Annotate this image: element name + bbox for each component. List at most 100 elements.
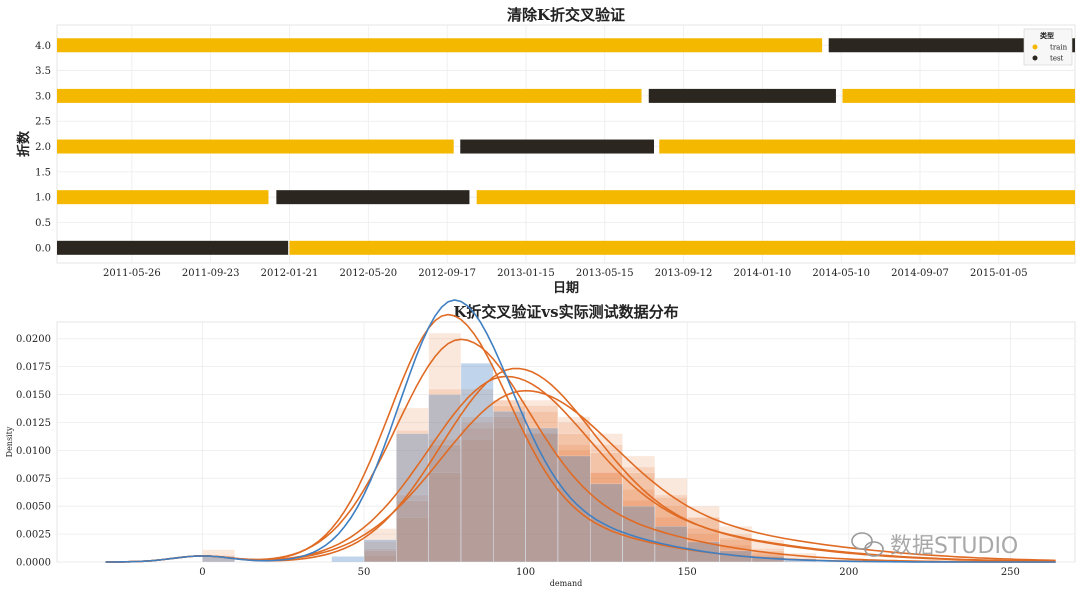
hist-bar [525,427,559,563]
hist-bar [493,399,526,563]
hist-bar [428,444,462,563]
bottom-y-ticks: 0.0000 0.0025 0.0050 0.0075 0.0100 0.0125 0.01… [16,334,51,568]
fold-3-train-segment [57,88,642,103]
hist-bar [396,500,429,563]
hist-bar [493,416,526,563]
fold-0-test-segment [57,240,289,255]
hist-bar [686,528,720,563]
hist-bar [396,494,429,563]
hist-bar [460,363,494,563]
wechat-icon [851,532,884,557]
fold-1-train-segment [476,190,1075,205]
hist-bar [331,556,365,563]
distribution-chart: K折交叉验证vs实际测试数据分布 0.0000 0.0025 0.0050 0.007… [5,299,1076,588]
hist-bar [428,332,462,563]
hist-bar [363,539,397,563]
top-x-tick-label: 2013-05-15 [576,268,634,279]
hist-bar [493,411,526,563]
cv-folds-chart: 清除K折交叉验证 0.0 0.5 1.0 1.5 2.0 2.5 3.0 3.5 4.0 201… [16,6,1076,296]
hist-bar [428,388,462,563]
legend: 类型 train test [1023,28,1073,66]
fold-2-train-segment [659,139,1075,154]
bottom-y-tick-label: 0.0050 [16,502,51,513]
hist-bar [493,427,526,563]
hist-bar [363,555,397,563]
legend-test-label: test [1050,55,1064,63]
hist-bar [589,472,623,563]
top-chart-title: 清除K折交叉验证 [507,6,625,24]
hist-bar [557,422,591,563]
legend-train-label: train [1050,44,1068,52]
bottom-grid [57,322,1075,563]
hist-bar [428,438,462,563]
bottom-y-tick-label: 0.0200 [16,334,51,345]
top-y-tick-label: 3.5 [35,66,51,77]
top-x-tick-label: 2011-09-23 [182,268,240,279]
top-x-tick-label: 2013-01-15 [497,268,555,279]
top-y-tick-label: 2.5 [35,117,51,128]
top-y-tick-label: 0.0 [35,243,51,254]
hist-bar [686,517,720,563]
hist-bar [460,438,494,563]
hist-bar [363,550,397,563]
legend-train-marker [1032,44,1038,50]
bottom-x-tick-label: 0 [199,567,205,578]
fold-3-test-segment [648,88,836,103]
fold-2-train-segment [57,139,454,154]
hist-bar [622,489,656,563]
fold-4-test-segment [828,38,1075,53]
fold-4-train-segment [57,38,823,53]
hist-bar [654,497,688,563]
top-x-ticks: 2011-05-26 2011-09-23 2012-01-21 2012-05-20… [103,268,1028,279]
top-x-tick-label: 2011-05-26 [103,268,161,279]
fold-1-test-segment [276,190,470,205]
fold-3-train-segment [842,88,1075,103]
bottom-y-tick-label: 0.0125 [16,418,51,429]
top-x-tick-label: 2014-09-07 [891,268,949,279]
legend-title: 类型 [1040,31,1054,40]
fold-2-test-segment [460,139,655,154]
bottom-y-tick-label: 0.0000 [16,558,51,569]
hist-bar [686,533,720,563]
bottom-y-tick-label: 0.0025 [16,530,51,541]
bottom-chart-title: K折交叉验证vs实际测试数据分布 [453,303,678,321]
top-y-ticks: 0.0 0.5 1.0 1.5 2.0 2.5 3.0 3.5 4.0 [35,41,51,255]
bottom-plot-area [56,321,1076,563]
bottom-y-tick-label: 0.0100 [16,446,51,457]
hist-bar [493,405,526,563]
hist-bar [396,433,429,563]
top-x-tick-label: 2012-05-20 [339,268,397,279]
hist-bar [654,517,688,563]
hist-bar [363,541,397,563]
top-y-tick-label: 1.0 [35,193,51,204]
top-x-tick-label: 2012-09-17 [418,268,476,279]
top-y-tick-label: 0.5 [35,218,51,229]
hist-bar [428,394,462,563]
legend-test-marker [1032,55,1038,61]
top-y-tick-label: 4.0 [35,41,51,52]
bottom-x-tick-label: 100 [516,567,535,578]
hist-bar [363,548,397,563]
top-x-tick-label: 2012-01-21 [261,268,319,279]
hist-bar [396,407,429,563]
legend-box [1023,28,1073,66]
top-x-tick-label: 2014-05-10 [812,268,870,279]
fold-0-train-segment [289,240,1076,255]
hist-bar [589,444,623,563]
top-y-axis-label: 折数 [16,130,32,157]
hist-bar [622,466,656,563]
top-x-tick-label: 2015-01-05 [970,268,1028,279]
bottom-y-tick-label: 0.0175 [16,362,51,373]
top-x-tick-label: 2014-01-10 [734,268,792,279]
hist-bar [428,472,462,563]
bottom-x-tick-label: 50 [358,567,371,578]
hist-bar [396,517,429,563]
hist-bar [589,472,623,563]
top-y-tick-label: 3.0 [35,91,51,102]
bottom-x-tick-label: 200 [839,567,858,578]
top-x-tick-label: 2013-09-12 [655,268,713,279]
watermark-text: 数据STUDIO [890,534,1018,559]
watermark: 数据STUDIO [851,532,1018,559]
bottom-y-axis-label: Density [5,426,14,457]
fold-1-train-segment [57,190,269,205]
